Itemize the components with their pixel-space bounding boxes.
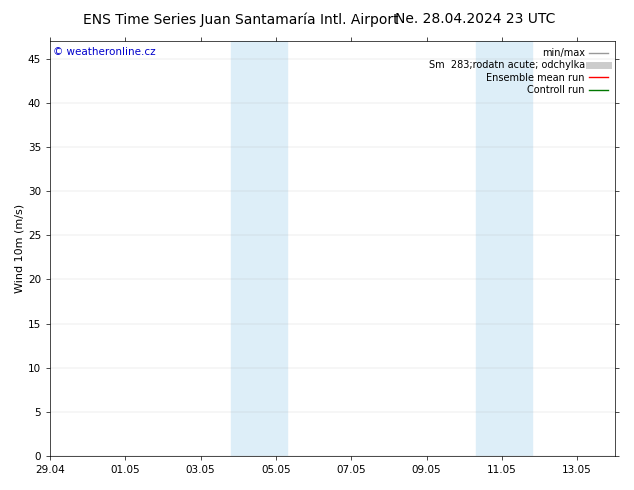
Text: Ne. 28.04.2024 23 UTC: Ne. 28.04.2024 23 UTC	[396, 12, 555, 26]
Bar	[231, 41, 287, 456]
Text: ENS Time Series Juan Santamaría Intl. Airport: ENS Time Series Juan Santamaría Intl. Ai…	[83, 12, 399, 27]
Text: © weatheronline.cz: © weatheronline.cz	[53, 48, 155, 57]
Y-axis label: Wind 10m (m/s): Wind 10m (m/s)	[15, 204, 25, 293]
Bar	[476, 41, 532, 456]
Legend: min/max, Sm  283;rodatn acute; odchylka, Ensemble mean run, Controll run: min/max, Sm 283;rodatn acute; odchylka, …	[427, 46, 610, 97]
